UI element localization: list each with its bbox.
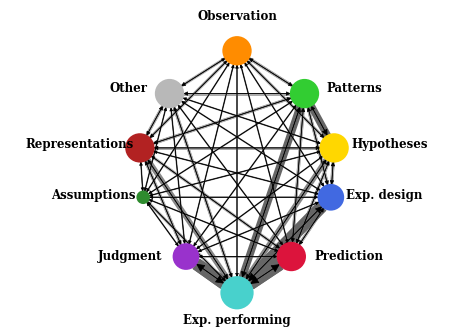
Text: Judgment: Judgment <box>98 250 162 263</box>
Circle shape <box>173 244 199 269</box>
Circle shape <box>320 134 348 162</box>
Text: Exp. performing: Exp. performing <box>183 314 291 327</box>
Circle shape <box>277 243 305 270</box>
Circle shape <box>137 191 149 203</box>
Text: Representations: Representations <box>26 138 134 151</box>
Circle shape <box>126 134 154 162</box>
Circle shape <box>155 80 183 107</box>
Text: Assumptions: Assumptions <box>52 189 136 202</box>
Text: Observation: Observation <box>197 10 277 23</box>
Circle shape <box>221 277 253 308</box>
Text: Prediction: Prediction <box>314 250 383 263</box>
Text: Patterns: Patterns <box>326 82 382 95</box>
Circle shape <box>291 80 319 107</box>
Text: Exp. design: Exp. design <box>346 189 422 202</box>
Circle shape <box>223 37 251 65</box>
Text: Other: Other <box>109 82 147 95</box>
Circle shape <box>319 185 343 210</box>
Text: Hypotheses: Hypotheses <box>352 138 428 151</box>
